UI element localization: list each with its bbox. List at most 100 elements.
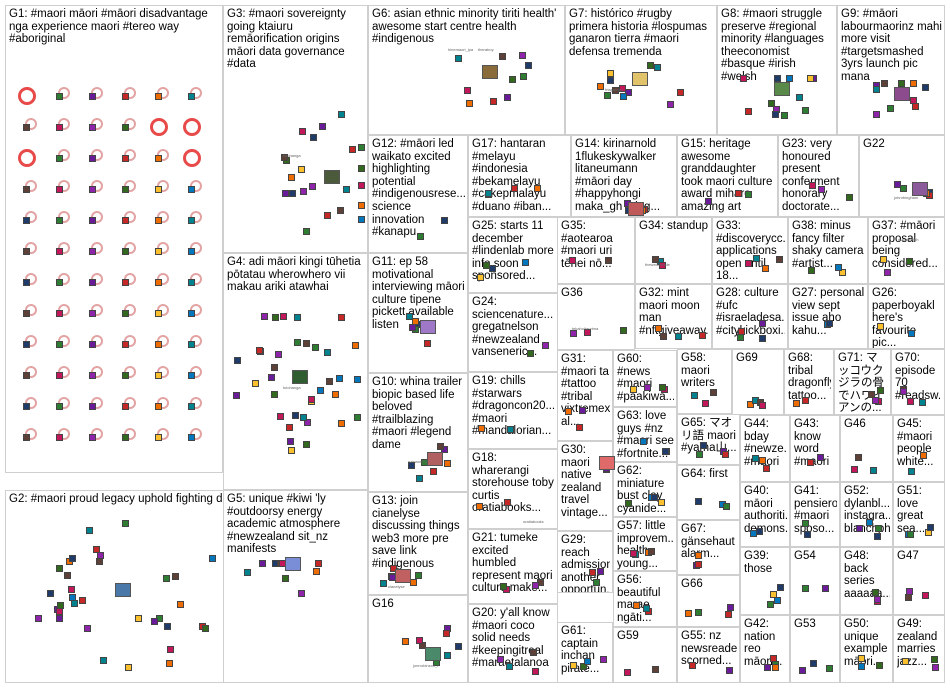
graph-node[interactable] <box>696 451 704 459</box>
graph-node[interactable] <box>443 459 451 467</box>
graph-node[interactable] <box>873 532 881 540</box>
graph-node[interactable] <box>312 344 320 352</box>
graph-node[interactable] <box>724 610 732 618</box>
graph-node[interactable] <box>926 524 934 532</box>
graph-node[interactable] <box>490 97 498 105</box>
graph-node[interactable] <box>358 182 365 190</box>
graph-node[interactable] <box>865 519 873 527</box>
hub-node-ring[interactable] <box>18 149 36 167</box>
graph-node[interactable] <box>89 434 96 441</box>
graph-node[interactable] <box>122 279 129 286</box>
graph-node[interactable] <box>57 602 65 610</box>
graph-node[interactable] <box>629 385 637 393</box>
graph-node[interactable] <box>767 601 775 609</box>
graph-node[interactable] <box>353 413 361 421</box>
graph-node[interactable] <box>89 279 96 286</box>
graph-node[interactable] <box>597 568 605 576</box>
graph-node[interactable] <box>807 267 815 275</box>
graph-node[interactable] <box>70 600 78 608</box>
graph-node[interactable] <box>901 658 909 666</box>
graph-node[interactable] <box>857 663 865 671</box>
graph-node[interactable] <box>430 467 438 475</box>
graph-node[interactable] <box>188 434 195 441</box>
graph-node[interactable] <box>390 564 398 572</box>
graph-node[interactable] <box>309 182 317 190</box>
graph-node[interactable] <box>677 88 685 96</box>
graph-node[interactable] <box>89 341 96 348</box>
graph-node[interactable] <box>759 319 767 327</box>
graph-node[interactable] <box>89 186 96 193</box>
graph-node[interactable] <box>503 499 511 507</box>
graph-node[interactable] <box>323 211 331 219</box>
graph-node[interactable] <box>576 424 584 432</box>
graph-node[interactable] <box>276 413 284 421</box>
graph-node[interactable] <box>651 493 659 501</box>
graph-node[interactable] <box>414 572 422 579</box>
graph-node[interactable] <box>524 61 532 69</box>
hub-node-ring[interactable] <box>18 87 36 105</box>
graph-node[interactable] <box>802 519 810 527</box>
graph-node[interactable] <box>597 83 605 91</box>
graph-node[interactable] <box>855 454 863 462</box>
graph-node[interactable] <box>288 189 296 197</box>
graph-node[interactable] <box>188 93 195 100</box>
graph-node[interactable] <box>520 72 528 80</box>
graph-node[interactable] <box>578 406 586 414</box>
graph-node[interactable] <box>281 189 289 197</box>
graph-node[interactable] <box>507 425 515 433</box>
graph-node[interactable] <box>879 255 887 263</box>
graph-node[interactable] <box>897 80 905 87</box>
graph-node[interactable] <box>155 248 162 255</box>
graph-node[interactable] <box>124 664 132 672</box>
graph-node[interactable] <box>155 403 162 410</box>
graph-node[interactable] <box>658 262 666 270</box>
graph-node[interactable] <box>761 265 769 273</box>
hub-node[interactable] <box>912 182 928 196</box>
graph-node[interactable] <box>234 357 242 365</box>
hub-node[interactable] <box>420 320 436 334</box>
graph-node[interactable] <box>922 84 930 92</box>
graph-node[interactable] <box>817 185 825 193</box>
graph-node[interactable] <box>807 459 815 467</box>
graph-node[interactable] <box>122 403 129 410</box>
graph-node[interactable] <box>291 411 299 419</box>
graph-node[interactable] <box>884 269 892 277</box>
graph-node[interactable] <box>880 80 888 87</box>
graph-node[interactable] <box>171 572 179 580</box>
graph-node[interactable] <box>155 341 162 348</box>
graph-node[interactable] <box>352 341 360 349</box>
graph-node[interactable] <box>233 392 241 400</box>
graph-node[interactable] <box>35 614 43 622</box>
graph-node[interactable] <box>201 624 209 632</box>
graph-node[interactable] <box>464 86 472 94</box>
graph-node[interactable] <box>99 657 107 665</box>
graph-node[interactable] <box>721 451 729 459</box>
graph-node[interactable] <box>910 80 918 87</box>
graph-node[interactable] <box>92 546 100 554</box>
graph-node[interactable] <box>122 372 129 379</box>
graph-node[interactable] <box>674 332 682 340</box>
graph-node[interactable] <box>758 401 766 409</box>
graph-node[interactable] <box>302 340 310 348</box>
graph-node[interactable] <box>188 279 195 286</box>
graph-node[interactable] <box>454 643 462 651</box>
graph-node[interactable] <box>122 186 129 193</box>
graph-node[interactable] <box>826 665 834 673</box>
graph-node[interactable] <box>406 313 414 320</box>
graph-node[interactable] <box>287 437 295 445</box>
graph-node[interactable] <box>850 465 858 473</box>
graph-node[interactable] <box>343 186 351 194</box>
graph-node[interactable] <box>908 329 916 337</box>
graph-node[interactable] <box>441 217 449 224</box>
hub-node[interactable] <box>482 65 498 79</box>
graph-node[interactable] <box>801 106 809 114</box>
graph-node[interactable] <box>518 52 526 59</box>
graph-node[interactable] <box>877 323 885 331</box>
graph-node[interactable] <box>358 201 365 209</box>
graph-node[interactable] <box>612 87 620 95</box>
graph-node[interactable] <box>570 662 578 670</box>
graph-node[interactable] <box>857 655 865 663</box>
graph-node[interactable] <box>488 264 496 272</box>
graph-node[interactable] <box>774 596 782 604</box>
hub-node-ring[interactable] <box>183 149 201 167</box>
